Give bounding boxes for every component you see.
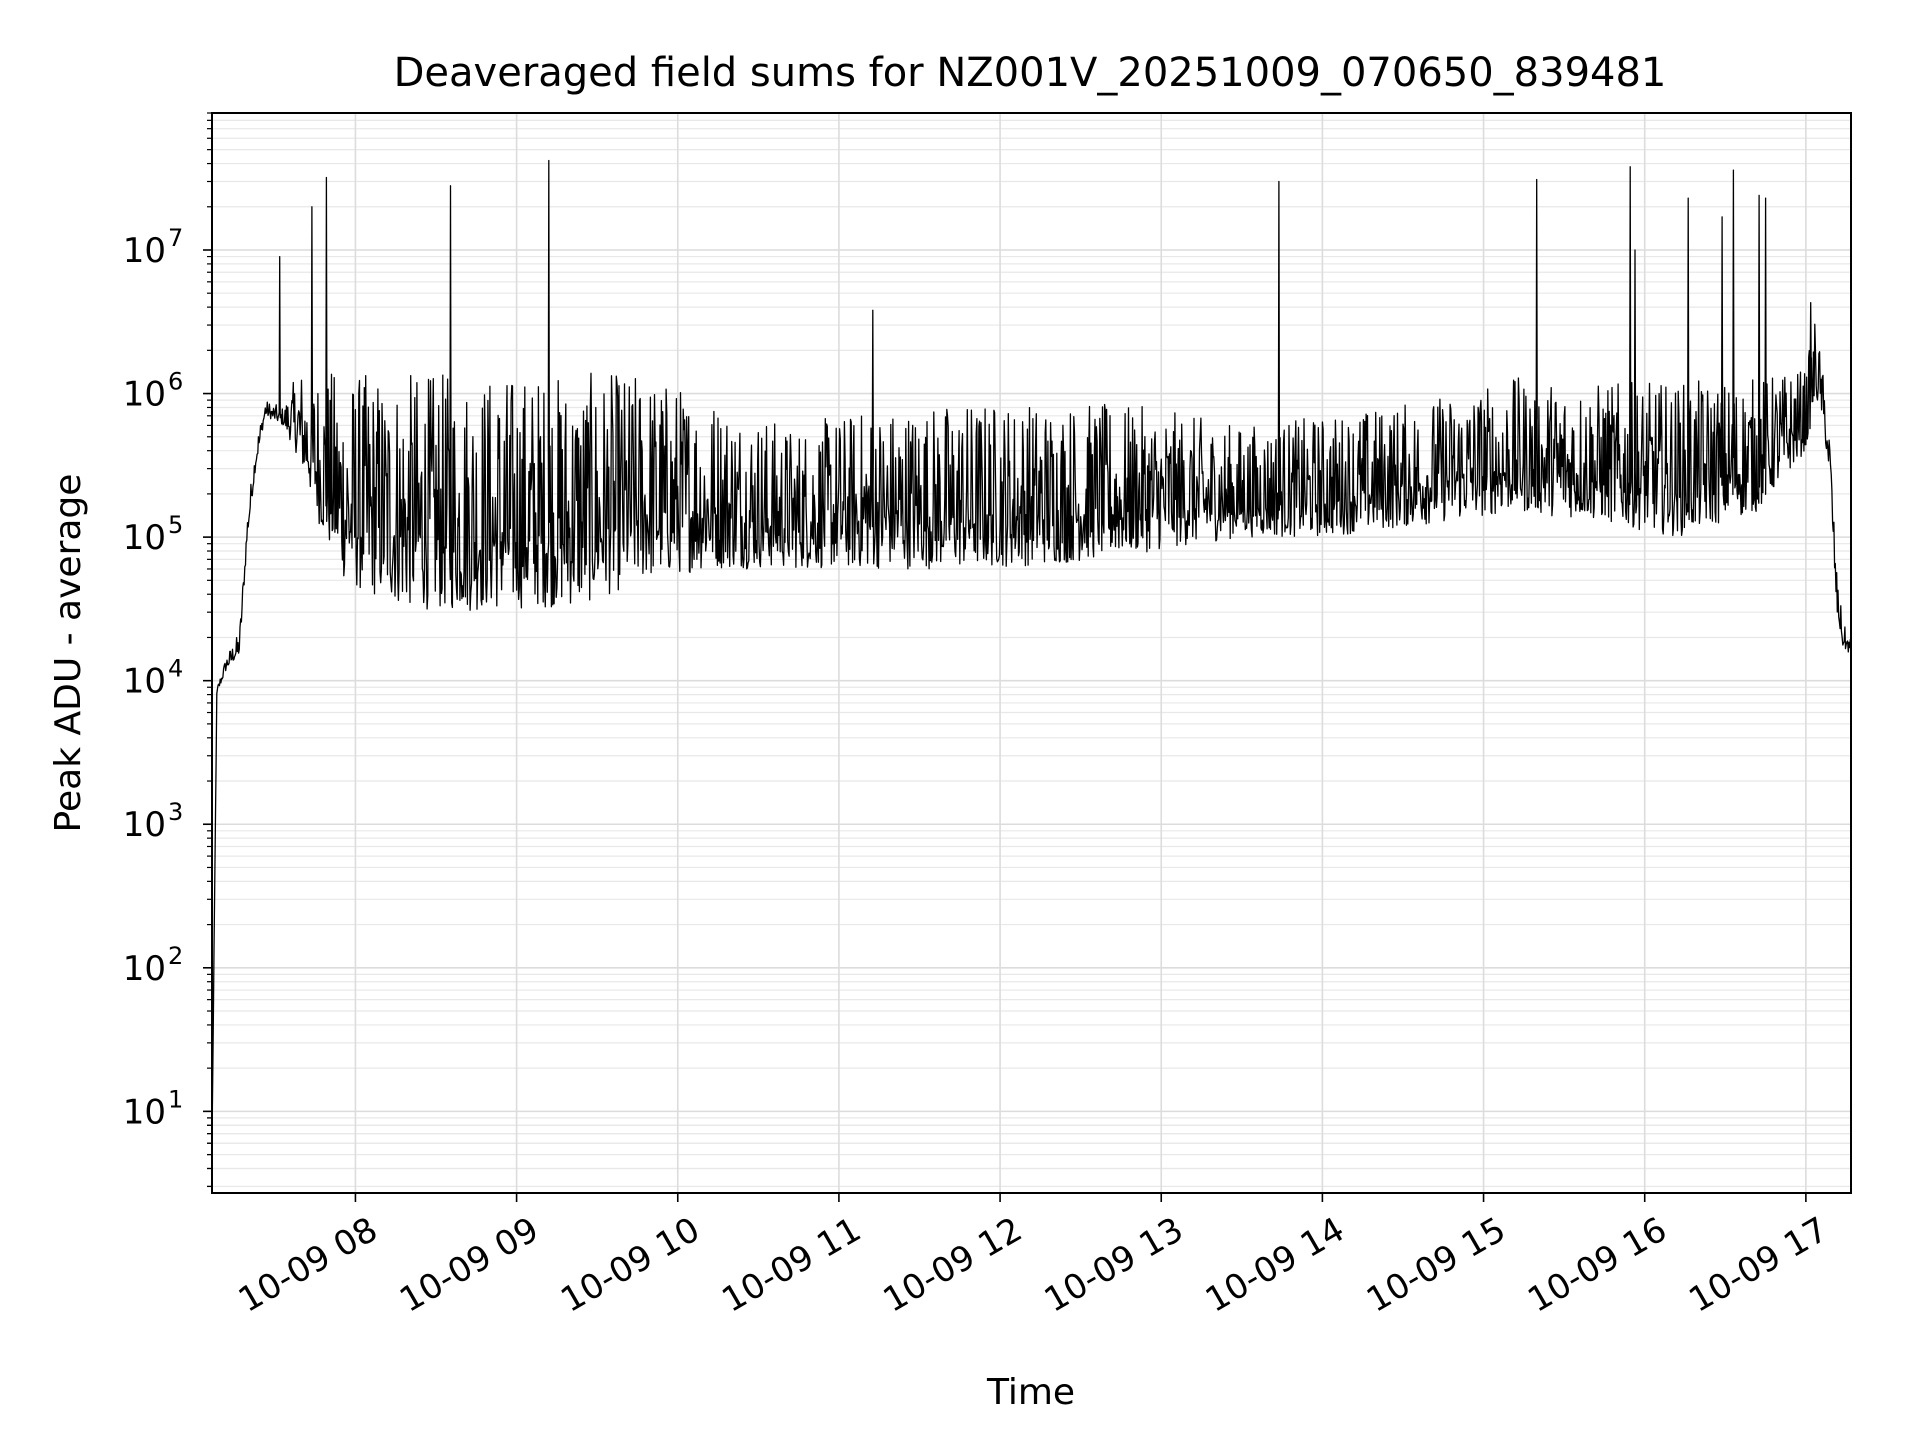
y-tick-label: 10 (123, 662, 166, 702)
y-tick-label-exponent: 3 (168, 798, 183, 826)
y-tick-label: 10 (123, 518, 166, 558)
y-tick-label-exponent: 6 (168, 368, 183, 396)
chart-title: Deaveraged field sums for NZ001V_2025100… (394, 50, 1667, 96)
series-line-peak-adu (211, 159, 1852, 1144)
y-tick-label: 10 (123, 1092, 166, 1132)
plot-frame (211, 112, 1852, 1194)
y-tick-label-exponent: 5 (168, 511, 183, 539)
y-tick-label: 10 (123, 949, 166, 989)
y-tick-label-exponent: 2 (168, 942, 183, 970)
y-tick-label-exponent: 4 (168, 655, 183, 683)
grid-layer (212, 112, 1851, 1193)
y-tick-label: 10 (123, 231, 166, 271)
y-axis-label: Peak ADU - average (48, 474, 89, 833)
x-axis-label: Time (986, 1372, 1075, 1413)
y-tick-label: 10 (123, 375, 166, 415)
y-tick-label: 10 (123, 805, 166, 845)
y-tick-label-exponent: 7 (168, 224, 183, 252)
y-tick-label-exponent: 1 (168, 1085, 183, 1113)
